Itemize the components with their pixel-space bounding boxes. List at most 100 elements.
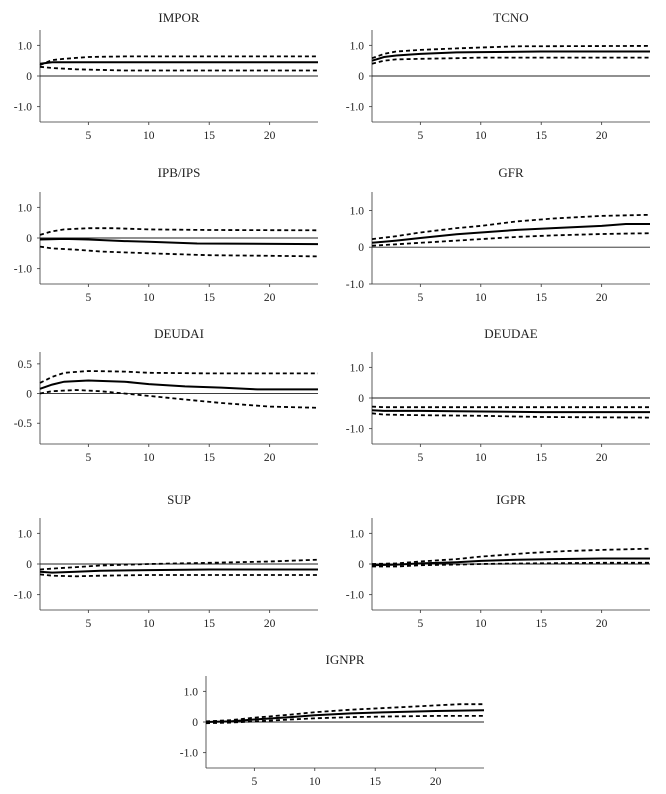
- x-tick-label: 15: [535, 452, 547, 464]
- x-tick-label: 10: [143, 130, 155, 142]
- confidence-band-upper: [205, 703, 484, 723]
- irf-line: [39, 61, 318, 65]
- y-tick-label: -1.0: [346, 102, 364, 114]
- panel-tcno: TCNO 1.0 0 -1.0 5 10 15 20: [346, 10, 651, 142]
- y-tick-label: 0: [192, 717, 198, 729]
- irf-line: [39, 237, 319, 246]
- y-tick-label: 0: [26, 71, 32, 83]
- x-tick-label: 5: [417, 292, 423, 304]
- panel-title: GFR: [498, 165, 524, 180]
- panel-ignpr: IGNPR 1.0 0 -1.0 5 10 15 20: [180, 652, 485, 788]
- x-tick-label: 5: [85, 292, 91, 304]
- y-tick-label: 1.0: [18, 528, 33, 540]
- panel-title: SUP: [167, 492, 191, 507]
- panel-title: IGNPR: [325, 652, 364, 667]
- x-tick-label: 10: [143, 452, 155, 464]
- x-tick-label: 15: [535, 130, 547, 142]
- y-tick-label: 1.0: [184, 686, 199, 698]
- y-tick-label: 0: [358, 71, 364, 83]
- confidence-band-upper: [39, 227, 319, 236]
- x-tick-label: 20: [596, 292, 608, 304]
- confidence-band-upper: [371, 45, 651, 60]
- y-tick-label: -1.0: [14, 102, 32, 114]
- x-tick-label: 10: [475, 452, 487, 464]
- panel-title: IMPOR: [158, 10, 200, 25]
- x-tick-label: 20: [430, 776, 442, 788]
- irf-line: [371, 50, 650, 62]
- confidence-band-upper: [371, 213, 651, 240]
- confidence-band-upper: [39, 55, 318, 66]
- x-tick-label: 20: [264, 130, 276, 142]
- y-tick-label: -1.0: [346, 279, 364, 291]
- confidence-band-upper: [371, 547, 651, 565]
- irf-line: [39, 379, 318, 391]
- y-tick-label: -0.5: [14, 418, 32, 430]
- panel-impor: IMPOR 1.0 0 -1.0 5 10 15 20: [14, 10, 318, 142]
- x-tick-label: 20: [596, 130, 608, 142]
- x-tick-label: 5: [85, 618, 91, 630]
- y-tick-label: 1.0: [18, 40, 33, 52]
- confidence-band-lower: [371, 56, 650, 65]
- x-tick-label: 15: [203, 292, 215, 304]
- x-tick-label: 15: [369, 776, 381, 788]
- confidence-band-lower: [39, 573, 318, 578]
- y-tick-label: 0: [26, 233, 32, 245]
- confidence-band-lower: [372, 561, 650, 568]
- y-tick-label: 1.0: [18, 202, 33, 214]
- y-tick-label: 0: [26, 559, 32, 571]
- confidence-band-lower: [39, 389, 319, 409]
- x-tick-label: 15: [203, 130, 215, 142]
- panel-title: DEUDAE: [484, 326, 537, 341]
- y-tick-label: 0: [26, 389, 32, 401]
- y-tick-label: 1.0: [350, 528, 365, 540]
- x-tick-label: 10: [475, 292, 487, 304]
- y-tick-label: -1.0: [180, 748, 198, 760]
- panel-gfr: GFR 1.0 0 -1.0 5 10 15 20: [346, 165, 651, 304]
- panel-title: IGPR: [496, 492, 526, 507]
- confidence-band-upper: [39, 558, 319, 571]
- confidence-band-lower: [371, 412, 651, 419]
- x-tick-label: 15: [535, 618, 547, 630]
- panel-ipb-ips: IPB/IPS 1.0 0 -1.0 5 10 15 20: [14, 165, 319, 304]
- x-tick-label: 15: [203, 452, 215, 464]
- x-tick-label: 10: [143, 618, 155, 630]
- x-tick-label: 10: [309, 776, 321, 788]
- x-tick-label: 10: [475, 618, 487, 630]
- confidence-band-lower: [371, 232, 651, 247]
- x-tick-label: 5: [417, 618, 423, 630]
- y-tick-label: -1.0: [346, 590, 364, 602]
- y-tick-label: 1.0: [350, 40, 365, 52]
- y-tick-label: 0: [358, 559, 364, 571]
- y-tick-label: -1.0: [14, 264, 32, 276]
- x-tick-label: 15: [535, 292, 547, 304]
- irf-line: [205, 709, 485, 723]
- confidence-band-upper: [39, 370, 318, 384]
- panel-title: DEUDAI: [154, 326, 204, 341]
- x-tick-label: 5: [251, 776, 257, 788]
- x-tick-label: 15: [203, 618, 215, 630]
- y-tick-label: 1.0: [350, 362, 365, 374]
- x-tick-label: 20: [264, 452, 276, 464]
- y-tick-label: -1.0: [346, 424, 364, 436]
- x-tick-label: 5: [85, 130, 91, 142]
- panel-deudai: DEUDAI 0.5 0 -0.5 5 10 15 20: [14, 326, 319, 464]
- x-tick-label: 10: [143, 292, 155, 304]
- irf-line: [39, 568, 318, 574]
- y-tick-label: -1.0: [14, 590, 32, 602]
- panel-deudae: DEUDAE 1.0 0 -1.0 5 10 15 20: [346, 326, 651, 464]
- panel-title: IPB/IPS: [158, 165, 201, 180]
- confidence-band-lower: [39, 245, 319, 258]
- y-tick-label: 0: [358, 393, 364, 405]
- x-tick-label: 20: [264, 292, 276, 304]
- panel-sup: SUP 1.0 0 -1.0 5 10 15 20: [14, 492, 319, 630]
- irf-line: [371, 557, 650, 567]
- x-tick-label: 5: [417, 452, 423, 464]
- x-tick-label: 20: [596, 452, 608, 464]
- x-tick-label: 20: [264, 618, 276, 630]
- y-tick-label: 1.0: [350, 205, 365, 217]
- irf-line: [371, 409, 650, 414]
- y-tick-label: 0: [358, 242, 364, 254]
- y-tick-label: 0.5: [18, 359, 33, 371]
- x-tick-label: 5: [85, 452, 91, 464]
